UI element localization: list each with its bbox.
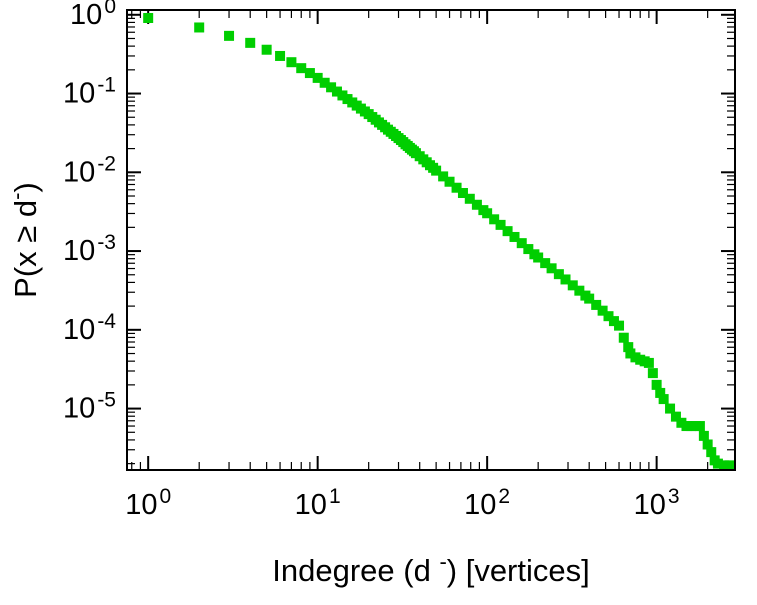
data-point: [296, 63, 307, 74]
data-point: [312, 72, 323, 83]
data-point: [665, 403, 676, 414]
x-axis-label: Indegree (d -) [vertices]: [272, 549, 589, 588]
axis-ticks: [127, 10, 735, 470]
data-point: [694, 421, 705, 432]
data-point: [546, 263, 557, 274]
data-point: [603, 311, 614, 322]
data-point: [553, 269, 564, 280]
data-point: [533, 252, 544, 263]
data-point: [482, 208, 493, 219]
data-point: [523, 244, 534, 255]
data-point: [574, 285, 585, 296]
data-point: [337, 90, 348, 101]
data-point: [304, 68, 315, 79]
data-point: [319, 77, 330, 88]
data-point: [261, 44, 272, 55]
data-point: [495, 219, 506, 230]
data-point: [444, 176, 455, 187]
data-point: [597, 305, 608, 316]
data-point: [623, 342, 634, 353]
svg-text:100: 100: [125, 485, 171, 521]
data-point: [625, 348, 636, 359]
data-point: [584, 293, 595, 304]
data-point: [143, 13, 154, 24]
data-point: [245, 37, 256, 48]
data-point: [275, 50, 286, 61]
plot-border: [126, 9, 736, 471]
x-tick-labels: 100 101 102 103: [125, 485, 679, 521]
data-point: [489, 214, 500, 225]
y-tick-labels: 100 10-1 10-2 10-3 10-4 10-5: [63, 0, 116, 425]
data-point: [567, 280, 578, 291]
data-point: [464, 193, 475, 204]
data-point: [194, 22, 205, 33]
data-point: [591, 299, 602, 310]
data-series: [143, 13, 735, 471]
data-point: [224, 30, 235, 41]
data-point: [643, 357, 654, 368]
data-point: [702, 439, 713, 450]
data-point: [502, 226, 513, 237]
data-point: [331, 86, 342, 97]
data-point: [670, 411, 681, 422]
data-point: [451, 182, 462, 193]
svg-text:10-4: 10-4: [63, 310, 116, 346]
data-point: [326, 82, 337, 93]
svg-text:10-3: 10-3: [63, 231, 116, 267]
svg-text:101: 101: [295, 485, 341, 521]
data-point: [706, 447, 717, 458]
svg-text:100: 100: [70, 0, 116, 31]
data-point: [438, 171, 449, 182]
data-point: [471, 199, 482, 210]
data-point: [457, 187, 468, 198]
data-point: [655, 387, 666, 398]
data-point: [516, 238, 527, 249]
data-point: [698, 430, 709, 441]
svg-text:103: 103: [634, 485, 680, 521]
data-point: [540, 258, 551, 269]
data-point: [719, 460, 730, 471]
data-point: [676, 417, 687, 428]
data-point: [712, 458, 723, 469]
data-point: [724, 460, 735, 471]
data-point: [618, 332, 629, 343]
data-point: [560, 274, 571, 285]
data-point: [651, 379, 662, 390]
data-point: [286, 57, 297, 68]
svg-text:10-1: 10-1: [63, 74, 116, 110]
svg-text:10-5: 10-5: [63, 389, 116, 425]
svg-text:102: 102: [464, 485, 510, 521]
data-point: [647, 368, 658, 379]
data-point: [614, 320, 625, 331]
axis-titles: Indegree (d -) [vertices] P(x ≥ d-): [4, 182, 590, 588]
svg-text:10-2: 10-2: [63, 152, 116, 188]
y-axis-label: P(x ≥ d-): [4, 182, 43, 298]
data-point: [658, 394, 669, 405]
data-point: [608, 316, 619, 327]
data-point: [431, 165, 442, 176]
data-point: [509, 231, 520, 242]
